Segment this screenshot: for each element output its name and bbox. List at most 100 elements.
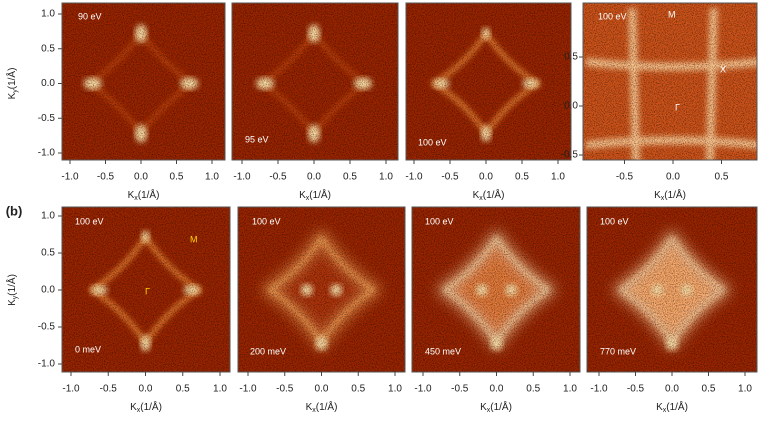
panel-frame [405,2,572,161]
annotation: 0 meV [75,344,101,354]
axis-subscript: x [663,407,667,414]
x-tick-label: 0.0 [139,384,153,395]
x-tick-label: 0.0 [307,172,321,183]
y-axis-title: Ky(1/Å) [5,68,19,100]
axis-unit: (1/Å) [5,68,18,90]
axis-symbol: K [654,190,661,201]
panel-frame [61,2,226,161]
noise [583,3,757,160]
axis-symbol: K [128,190,135,201]
y-tick-label: -0.5 [38,113,56,124]
y-tick-label: 0.0 [41,78,55,89]
heatmap [587,207,757,372]
x-tick-label: -1.0 [239,384,257,395]
x-tick-label: -0.5 [441,172,459,183]
noise [62,3,225,160]
row-label: (b) [6,203,23,218]
axis-symbol: K [480,402,487,413]
x-tick-label: -0.5 [627,384,645,395]
noise [238,207,405,372]
x-tick-label: -1.0 [405,172,423,183]
axis-subscript: x [306,195,310,202]
heatmap [406,3,571,160]
x-tick-label: 1.0 [738,384,752,395]
x-axis-title: Kx(1/Å) [656,400,688,414]
axis-subscript: x [661,195,665,202]
x-axis-title: Kx(1/Å) [306,400,338,414]
noise [62,207,230,372]
axis-unit: (1/Å) [664,188,686,201]
x-tick-label: 0.0 [490,384,504,395]
y-tick-label: 0.5 [564,52,578,63]
x-tick-label: 1.0 [213,384,227,395]
x-tick-label: 0.5 [526,384,540,395]
annotation: 100 eV [75,216,104,226]
axis-subscript: x [479,195,483,202]
axis-subscript: x [312,407,316,414]
x-tick-label: -0.5 [269,172,287,183]
noise [406,3,571,160]
y-tick-label: -1.0 [38,148,56,159]
axis-symbol: K [656,402,663,413]
heatmap [583,3,757,160]
x-tick-label: 0.5 [176,384,190,395]
axis-symbol: K [299,190,306,201]
y-tick-label: -1.0 [38,359,56,370]
x-tick-label: -0.5 [276,384,294,395]
x-tick-label: -0.5 [100,384,118,395]
annotation: M [668,9,676,19]
x-tick-label: 0.5 [351,384,365,395]
axis-unit: (1/Å) [138,188,160,201]
annotation: 100 eV [598,11,627,21]
x-tick-label: 1.0 [551,172,565,183]
annotation: 100 eV [600,216,629,226]
axis-symbol: K [7,92,18,99]
axis-unit: (1/Å) [316,400,338,413]
x-tick-label: 0.5 [170,172,184,183]
x-tick-label: 0.0 [134,172,148,183]
x-tick-label: -0.5 [451,384,469,395]
noise [232,3,398,160]
annotation: 100 eV [418,137,447,147]
x-tick-label: 0.0 [666,172,680,183]
y-tick-label: 0.5 [41,248,55,259]
heatmap [62,3,225,160]
axis-unit: (1/Å) [309,188,331,201]
panel-frame [231,2,399,161]
y-tick-label: 0.0 [564,101,578,112]
x-tick-label: 0.5 [515,172,529,183]
x-tick-label: 0.0 [665,384,679,395]
heatmap [232,3,398,160]
y-tick-label: 1.0 [41,211,55,222]
x-tick-label: 0.5 [715,172,729,183]
x-tick-label: 0.0 [315,384,329,395]
x-tick-label: 1.0 [388,384,402,395]
x-tick-label: -1.0 [414,384,432,395]
x-tick-label: -1.0 [590,384,608,395]
x-tick-label: -1.0 [62,384,80,395]
axis-subscript: x [137,407,141,414]
annotation: 95 eV [245,134,269,144]
y-tick-label: 0.0 [41,285,55,296]
heatmap [238,207,405,372]
x-axis-title: Kx(1/Å) [128,188,160,202]
axis-unit: (1/Å) [666,400,688,413]
x-axis-title: Kx(1/Å) [654,188,686,202]
axis-subscript: x [487,407,491,414]
axis-symbol: K [473,190,480,201]
x-axis-title: Kx(1/Å) [473,188,505,202]
axis-unit: (1/Å) [483,188,505,201]
panel-frame [582,2,758,161]
annotation: 100 eV [252,216,281,226]
annotation: 100 eV [425,216,454,226]
x-tick-label: -1.0 [61,172,79,183]
annotation: 450 meV [425,346,461,356]
y-axis-title: Ky(1/Å) [5,274,19,306]
axis-symbol: K [7,299,18,306]
axis-unit: (1/Å) [140,400,162,413]
annotation: M [190,234,198,244]
annotation: Γ [145,286,150,296]
x-tick-label: 1.0 [379,172,393,183]
axis-unit: (1/Å) [490,400,512,413]
